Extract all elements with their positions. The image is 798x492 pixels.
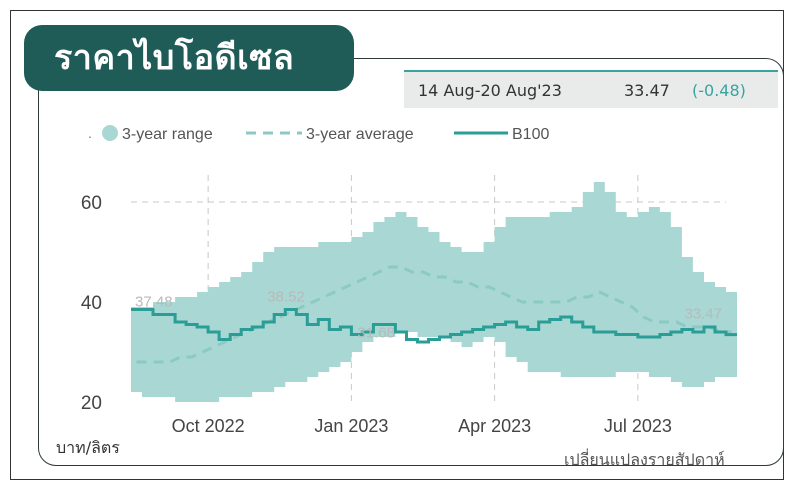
x-axis-labels: Oct 2022 Jan 2023 Apr 2023 Jul 2023: [172, 416, 672, 436]
legend-leading-dot: .: [88, 125, 92, 141]
annotation-label-1: 38.52: [267, 288, 305, 305]
summary-bar: 14 Aug-20 Aug'23 33.47 (-0.48): [404, 70, 778, 108]
summary-latest-value: 33.47: [624, 81, 670, 100]
x-tick-label-0: Oct 2022: [172, 416, 245, 436]
x-tick-label-2: Apr 2023: [458, 416, 531, 436]
annotation-label-0: 37.48: [135, 294, 173, 311]
chart-marks: [131, 182, 737, 402]
frequency-label: เปลี่ยนแปลงรายสัปดาห์: [564, 450, 725, 469]
legend-label-range: 3-year range: [122, 126, 213, 143]
series-3-year-average: [136, 265, 732, 364]
series-3-year-range: [131, 182, 737, 402]
page-title: ราคาไบโอดีเซล: [24, 25, 354, 91]
summary-period: 14 Aug-20 Aug'23: [418, 81, 562, 100]
page-title-text: ราคาไบโอดีเซล: [54, 38, 295, 78]
annotation-label-2: 31.68: [357, 325, 395, 342]
y-tick-label-20: 20: [81, 393, 102, 414]
unit-label: บาท/ลิตร: [56, 438, 120, 457]
chart-card: [38, 58, 784, 466]
legend-swatch-range: [102, 125, 118, 141]
chart-annotations: 37.48 38.52 31.68 33.47: [135, 288, 722, 341]
summary-change: (-0.48): [692, 81, 746, 100]
y-axis-labels: 20 40 60: [81, 193, 102, 414]
legend-label-b100: B100: [512, 126, 549, 143]
x-tick-label-3: Jul 2023: [604, 416, 672, 436]
y-tick-label-60: 60: [81, 193, 102, 214]
annotation-label-3: 33.47: [684, 306, 722, 323]
legend-label-average: 3-year average: [306, 126, 414, 143]
chart-legend: . 3-year range 3-year average B100: [88, 125, 549, 143]
y-tick-label-40: 40: [81, 293, 102, 314]
series-b100: [131, 308, 737, 344]
x-tick-label-1: Jan 2023: [314, 416, 388, 436]
